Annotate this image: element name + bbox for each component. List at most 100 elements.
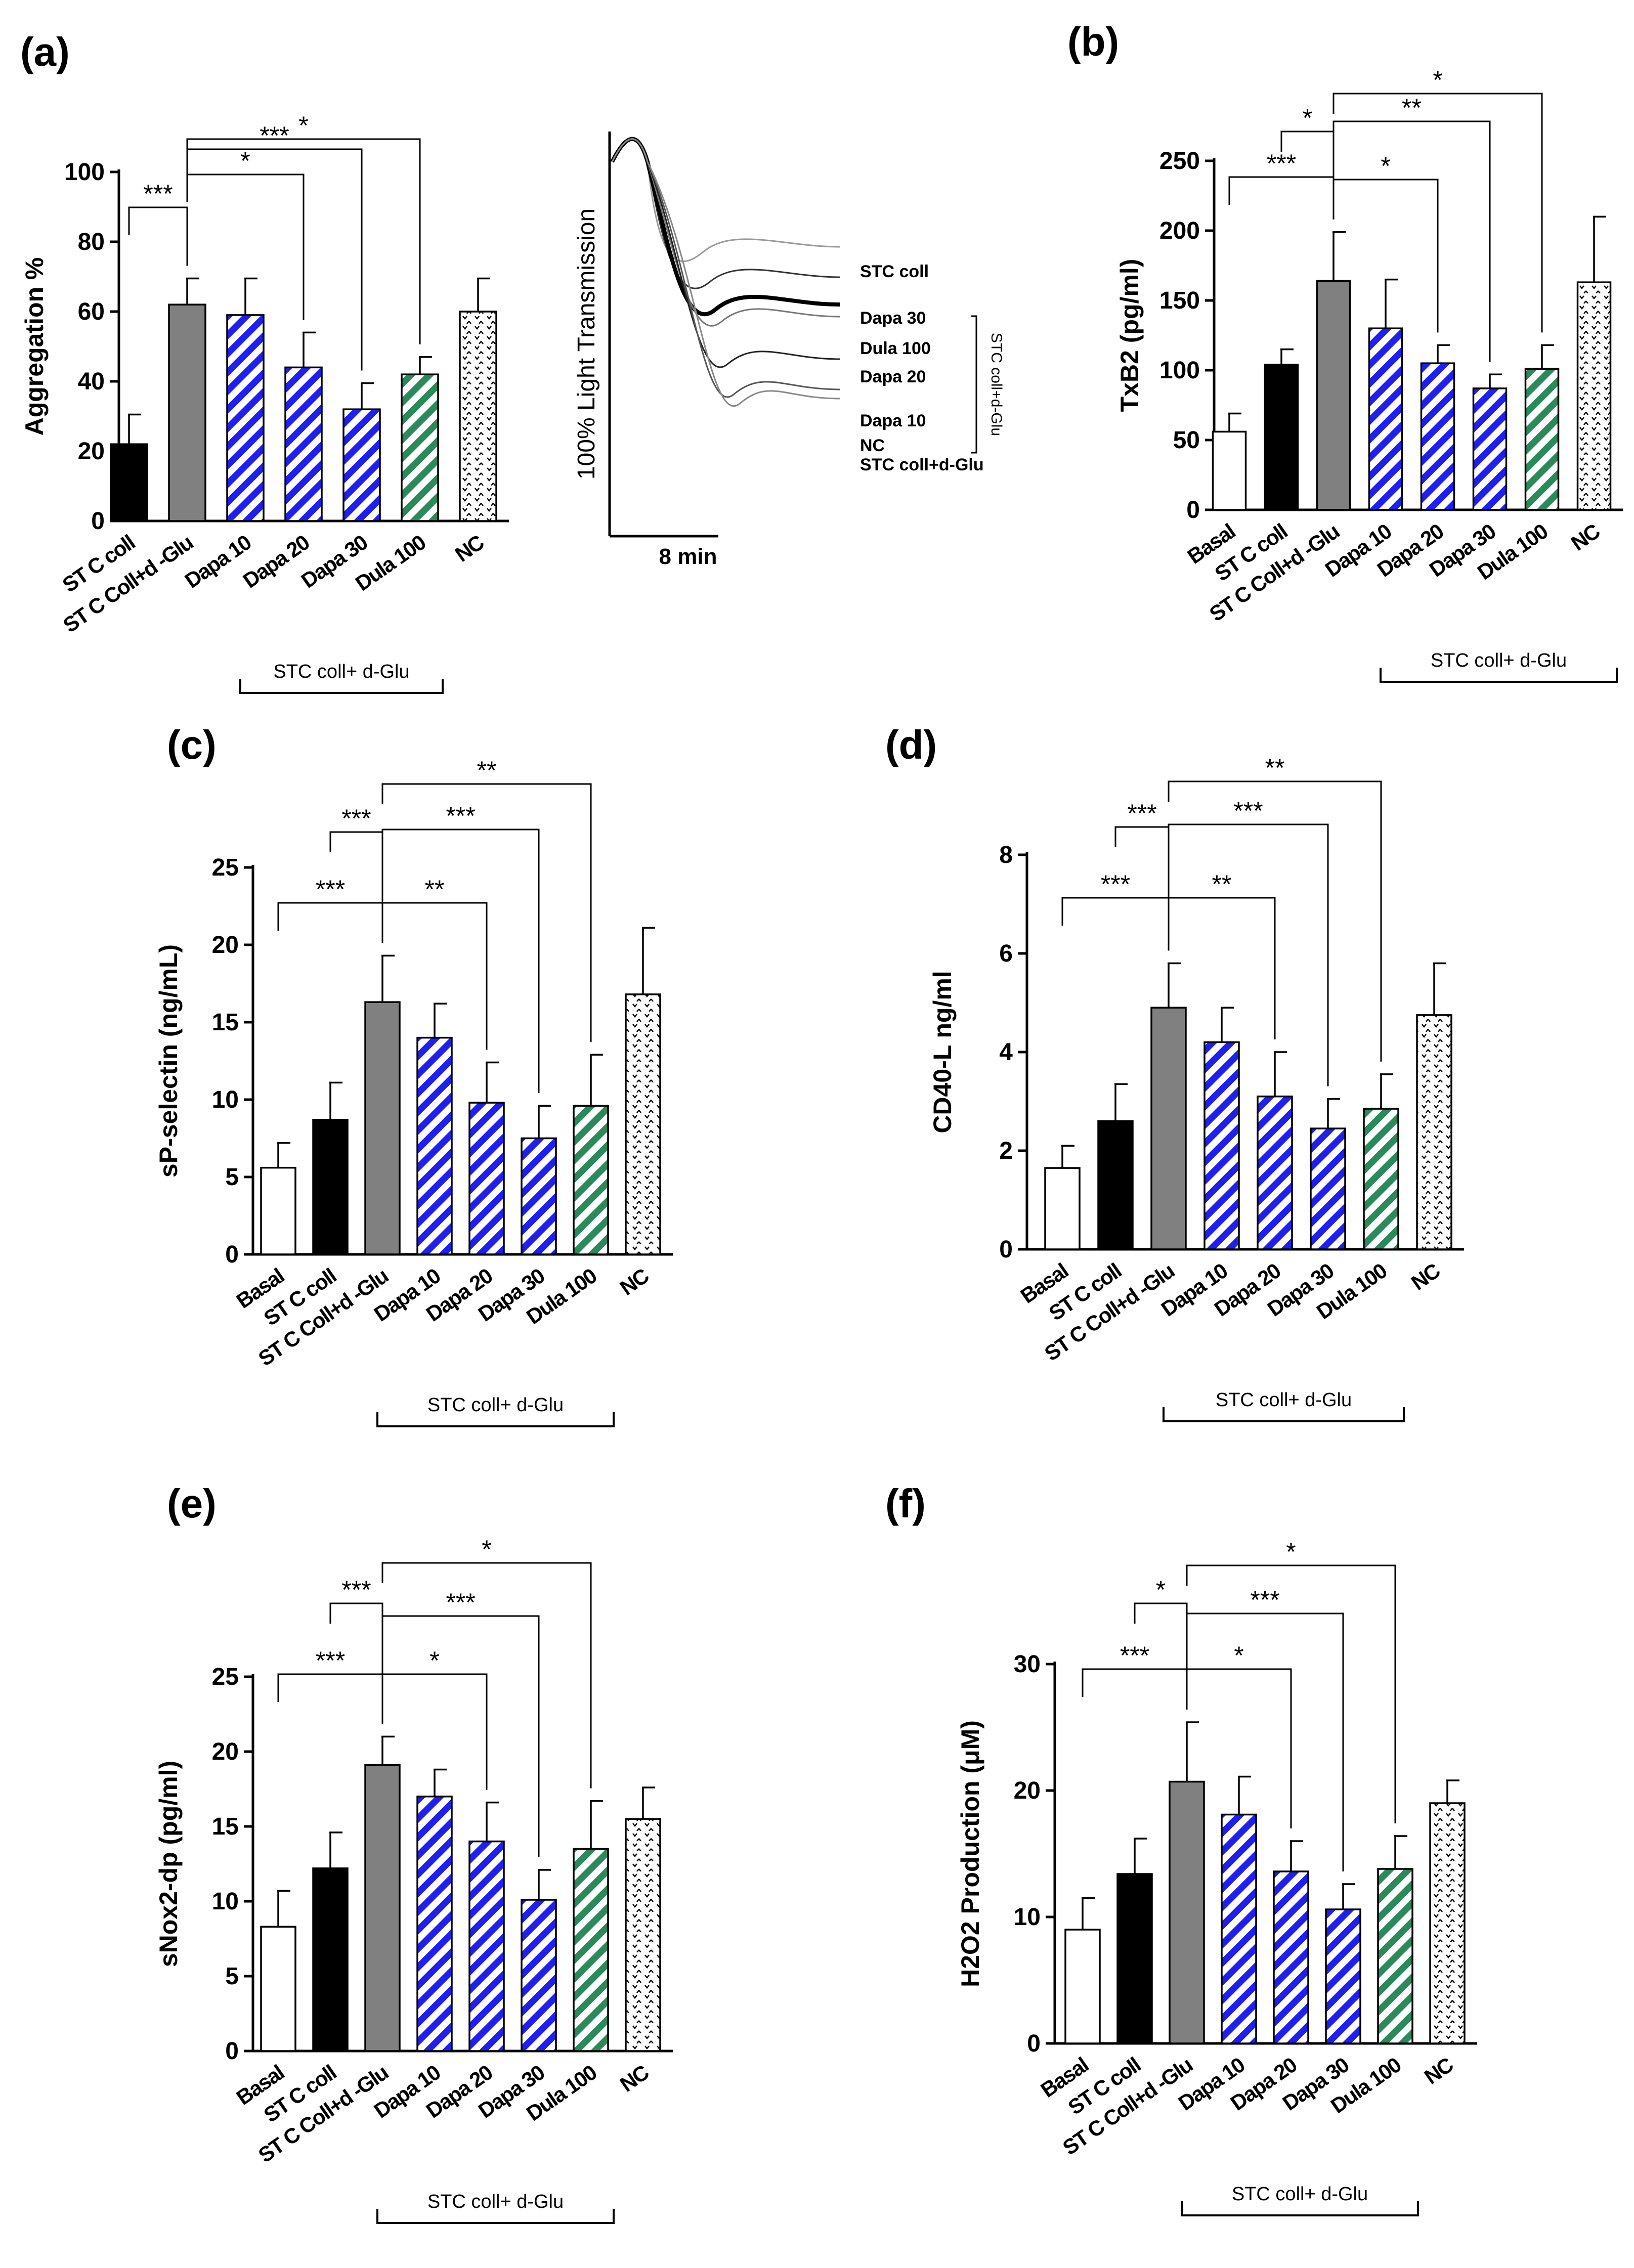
bar-st-c-coll	[312, 1867, 349, 2052]
y-tick-label: 15	[212, 1009, 239, 1036]
y-tick-label: 20	[78, 438, 105, 465]
y-tick-label: 25	[212, 1664, 239, 1690]
significance-label: *	[240, 147, 250, 175]
bar-dula-100	[573, 1848, 609, 2052]
group-bracket-label: STC coll+ d-Glu	[427, 1394, 564, 1416]
significance-label: ***	[260, 121, 289, 150]
significance-bracket	[1280, 130, 1335, 220]
group-bracket	[1380, 668, 1618, 683]
trace-series-label: STC coll	[860, 262, 929, 281]
bar-dapa-10	[226, 314, 265, 522]
bar-basal	[1044, 1167, 1081, 1250]
bar-dula-100	[573, 1105, 609, 1255]
trace-series-label: Dapa 20	[860, 367, 926, 386]
bar-dapa-10	[416, 1036, 453, 1255]
significance-bracket	[1168, 780, 1382, 1062]
significance-label: ***	[1250, 1586, 1279, 1614]
significance-bracket	[1186, 1668, 1292, 1828]
bar-dula-100	[1377, 1868, 1413, 2044]
y-tick-label: 20	[212, 1738, 239, 1765]
significance-bracket	[277, 902, 383, 943]
significance-bracket	[186, 148, 363, 371]
bar-dapa-30	[1325, 1908, 1361, 2044]
significance-bracket	[1186, 1612, 1344, 1871]
significance-label: *	[1381, 152, 1390, 180]
y-tick-label: 100	[1159, 357, 1200, 384]
x-category-label: NC	[1420, 2053, 1458, 2089]
significance-label: ***	[1233, 797, 1263, 825]
significance-bracket	[381, 1615, 540, 1857]
trace-series-label: Dapa 30	[860, 309, 926, 328]
group-bracket-label: STC coll+ d-Glu	[427, 2191, 564, 2212]
y-tick-label: 0	[999, 1236, 1013, 1263]
bar-nc	[459, 311, 497, 522]
aggregation-trace: 100% Light Transmission 8 min STC coll Da…	[573, 132, 1005, 569]
y-tick-label: 0	[225, 2038, 239, 2065]
trace-line	[610, 137, 840, 317]
trace-series-label: Dapa 10	[860, 411, 926, 430]
bar-st-c-coll-d-glu	[364, 1764, 401, 2052]
significance-label: ***	[316, 1646, 345, 1675]
trace-bracket-label: STC coll+d-Glu	[988, 333, 1005, 436]
x-category-label: NC	[616, 2060, 654, 2097]
bar-basal	[1212, 430, 1247, 511]
significance-bracket	[329, 831, 383, 943]
bar-st-c-coll	[1116, 1873, 1153, 2044]
bar-dapa-30	[342, 408, 381, 522]
bar-st-c-coll	[312, 1119, 349, 1255]
significance-label: *	[429, 1646, 439, 1675]
bar-st-c-coll	[1097, 1120, 1134, 1250]
y-tick-label: 10	[212, 1086, 239, 1113]
bar-dapa-20	[1273, 1870, 1309, 2044]
y-tick-label: 50	[1173, 427, 1200, 454]
y-tick-label: 10	[1014, 1904, 1041, 1931]
trace-line	[611, 138, 840, 368]
bar-st-c-coll	[110, 443, 148, 522]
significance-bracket	[1168, 897, 1276, 1039]
significance-bracket	[1332, 120, 1491, 362]
y-tick-label: 0	[225, 1241, 239, 1268]
y-tick-label: 30	[1014, 1651, 1041, 1678]
trace-line	[611, 138, 840, 398]
bar-dula-100	[1363, 1108, 1399, 1250]
trace-ylabel: 100% Light Transmission	[573, 208, 600, 479]
bar-nc	[1416, 1014, 1452, 1250]
significance-label: **	[1212, 870, 1232, 898]
significance-bracket	[381, 783, 592, 1042]
bar-st-c-coll-d-glu	[168, 303, 206, 522]
bar-nc	[625, 993, 661, 1255]
significance-label: *	[1156, 1576, 1166, 1604]
x-category-label: NC	[1567, 519, 1605, 555]
bar-dapa-30	[521, 1137, 557, 1255]
panel-label-a: (a)	[20, 29, 70, 74]
group-bracket	[1181, 2201, 1419, 2216]
trace-series-label: Dula 100	[860, 339, 931, 358]
y-tick-label: 150	[1159, 287, 1200, 314]
group-bracket	[376, 1412, 615, 1427]
significance-bracket	[1228, 176, 1335, 220]
panel-label-d: (d)	[885, 722, 937, 767]
significance-label: *	[298, 111, 308, 140]
significance-bracket	[1134, 1602, 1188, 1710]
significance-label: ***	[1120, 1641, 1149, 1670]
trace-bracket	[971, 315, 977, 454]
y-tick-label: 20	[212, 932, 239, 958]
y-tick-label: 5	[225, 1164, 239, 1191]
y-tick-label: 60	[78, 298, 105, 325]
bar-nc	[1576, 281, 1612, 511]
group-bracket	[239, 679, 444, 694]
group-bracket-label: STC coll+ d-Glu	[1232, 2184, 1368, 2205]
y-tick-label: 20	[1014, 1777, 1041, 1804]
panel-label-b: (b)	[1067, 19, 1119, 64]
group-bracket	[376, 2209, 615, 2224]
bar-st-c-coll-d-glu	[1316, 280, 1351, 511]
trace-time-label: 8 min	[659, 544, 717, 569]
bar-dapa-20	[1257, 1096, 1293, 1250]
